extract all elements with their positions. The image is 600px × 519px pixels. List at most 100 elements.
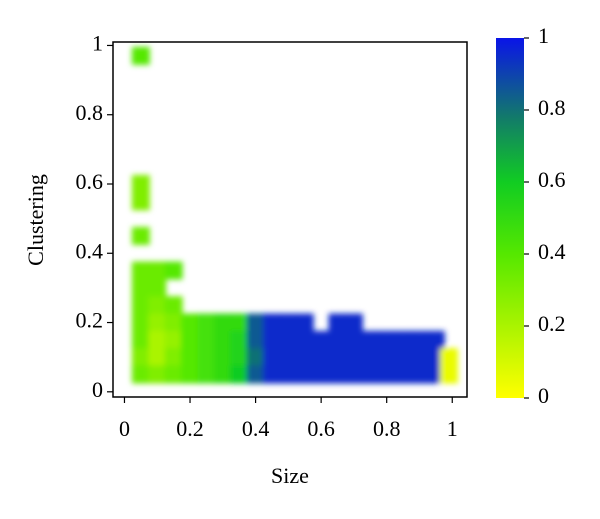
heat-cell [410, 348, 429, 367]
heat-cell [181, 365, 200, 384]
heat-cell [197, 365, 216, 384]
heat-cell [213, 348, 232, 367]
heat-cell [295, 365, 314, 384]
heat-cell [148, 296, 167, 315]
heatmap-cells [131, 46, 458, 384]
heat-cell [213, 330, 232, 349]
heat-cell [312, 330, 331, 349]
y-tick-label: 0 [92, 377, 103, 402]
heat-cell [230, 365, 249, 384]
heat-cell [328, 365, 347, 384]
heat-cell [295, 330, 314, 349]
heat-cell [394, 330, 413, 349]
heat-cell [328, 348, 347, 367]
heat-cell [230, 313, 249, 332]
heat-cell [344, 348, 363, 367]
heat-cell [262, 348, 281, 367]
heat-cell [262, 313, 281, 332]
heat-cell [394, 348, 413, 367]
heat-cell [361, 330, 380, 349]
heat-cell [131, 175, 150, 193]
colorbar-tick-label: 1 [538, 23, 549, 48]
heat-cell [131, 226, 150, 245]
heat-cell [164, 261, 183, 280]
y-tick-label: 1 [92, 31, 103, 56]
y-tick-label: 0.2 [76, 308, 104, 333]
heat-cell [197, 348, 216, 367]
colorbar-tick-label: 0.4 [538, 239, 566, 264]
heat-cell [410, 330, 429, 349]
heat-cell [213, 313, 232, 332]
heat-cell [131, 296, 150, 315]
heat-cell [246, 365, 265, 384]
heat-cell [394, 365, 413, 384]
x-tick-label: 0.8 [373, 416, 401, 441]
colorbar-tick-label: 0.8 [538, 95, 566, 120]
heat-cell [164, 313, 183, 332]
x-tick-label: 0.2 [176, 416, 204, 441]
heat-cell [312, 348, 331, 367]
plot-frame [112, 41, 468, 398]
heat-cell [344, 365, 363, 384]
heat-cell [164, 330, 183, 349]
heat-cell [328, 330, 347, 349]
colorbar [496, 38, 524, 398]
heat-cell [262, 330, 281, 349]
heat-cell [230, 348, 249, 367]
heat-cell [213, 365, 232, 384]
heat-cell [164, 365, 183, 384]
heat-cell [131, 348, 150, 367]
x-tick-label: 0 [119, 416, 130, 441]
heat-cell [262, 365, 281, 384]
colorbar-tick-label: 0.6 [538, 167, 566, 192]
heat-cell [164, 348, 183, 367]
heat-cell [279, 313, 298, 332]
heat-cell [279, 365, 298, 384]
heat-cell [197, 313, 216, 332]
heat-cell [246, 313, 265, 332]
heat-cell [230, 330, 249, 349]
heat-cell [131, 330, 150, 349]
heat-cell [426, 330, 445, 349]
heat-cell [246, 330, 265, 349]
heat-cell [361, 348, 380, 367]
heat-cell [181, 330, 200, 349]
colorbar-tick-label: 0.2 [538, 311, 566, 336]
y-tick-label: 0.6 [76, 169, 104, 194]
y-tick-label: 0.8 [76, 100, 104, 125]
heat-cell [328, 313, 347, 332]
heat-cell [439, 348, 458, 367]
heat-cell [361, 365, 380, 384]
heat-cell [131, 313, 150, 332]
heat-cell [164, 296, 183, 315]
heat-cell [312, 365, 331, 384]
heat-cell [377, 348, 396, 367]
heat-cell [148, 313, 167, 332]
heat-cell [246, 348, 265, 367]
x-tick-label: 1 [447, 416, 458, 441]
heat-cell [131, 261, 150, 280]
heat-cell [131, 278, 150, 297]
x-tick-label: 0.4 [242, 416, 270, 441]
heat-cell [148, 365, 167, 384]
x-tick-label: 0.6 [307, 416, 335, 441]
heat-cell [197, 330, 216, 349]
heat-cell [344, 330, 363, 349]
heat-cell [344, 313, 363, 332]
heat-cell [439, 365, 458, 384]
heat-cell [377, 365, 396, 384]
x-axis-label: Size [271, 463, 309, 488]
heat-cell [295, 313, 314, 332]
heat-cell [131, 46, 150, 65]
heat-cell [279, 348, 298, 367]
y-tick-label: 0.4 [76, 238, 104, 263]
heat-cell [377, 330, 396, 349]
heat-cell [148, 261, 167, 280]
heat-cell [131, 365, 150, 384]
heat-cell [410, 365, 429, 384]
colorbar-tick-label: 0 [538, 383, 549, 408]
heat-cell [148, 348, 167, 367]
heat-cell [181, 313, 200, 332]
heat-cell [181, 348, 200, 367]
